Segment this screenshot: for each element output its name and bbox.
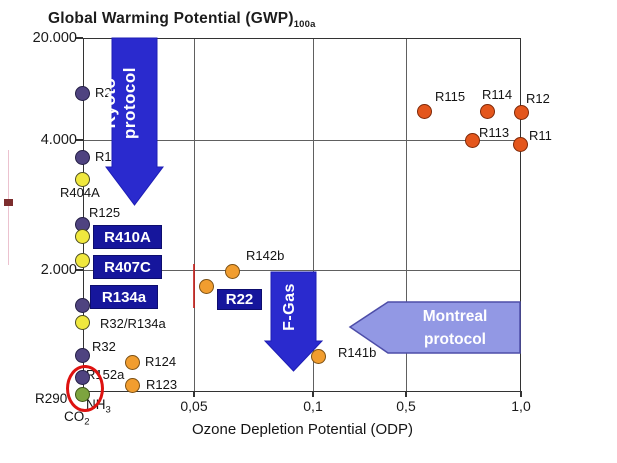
- point-label-R113: R113: [479, 125, 510, 140]
- y-tick-mark: [76, 139, 83, 141]
- montreal-protocol-arrow: [348, 301, 521, 354]
- x-tick-mark: [405, 391, 407, 397]
- point-label-R141b: R141b: [338, 345, 377, 360]
- data-point-R32/R134a: [75, 315, 90, 330]
- pink-guide-line: [8, 150, 9, 265]
- montreal-protocol-label: Montreal protocol: [392, 305, 518, 351]
- data-point-R123: [125, 378, 140, 393]
- red-dash-artifact: [4, 199, 13, 206]
- point-label-R11: R11: [529, 128, 552, 143]
- refrigerant-box-R22: R22: [217, 289, 262, 310]
- corner-label-CO2: CO2: [64, 409, 90, 428]
- montreal-label-line2: protocol: [424, 331, 486, 348]
- point-label-R123: R123: [146, 377, 178, 392]
- kyoto-protocol-arrow: [105, 37, 164, 206]
- gridline-y-2000: [84, 270, 520, 271]
- x-tick-mark: [193, 391, 195, 397]
- point-label-R12: R12: [526, 91, 550, 106]
- point-label-R124: R124: [145, 354, 177, 369]
- x-tick-label: 0,05: [180, 398, 208, 414]
- data-point-R12: [514, 105, 529, 120]
- gridline-x-01: [313, 39, 314, 391]
- f-gas-arrow: [263, 271, 324, 372]
- y-tick-mark: [76, 269, 83, 271]
- data-point-unlabeled: [199, 279, 214, 294]
- data-point-R141b: [311, 349, 326, 364]
- kyoto-label-line2: protocol: [120, 67, 139, 139]
- gridline-x-005: [194, 39, 195, 391]
- point-label-R404A: R404A: [60, 185, 100, 200]
- point-label-R32: R32: [92, 339, 116, 354]
- gridline-y-4000: [84, 140, 520, 141]
- point-label-R115: R115: [435, 89, 466, 104]
- refrigerant-box-R410A: R410A: [93, 225, 162, 249]
- data-point-R142b: [225, 264, 240, 279]
- x-tick-label: 1,0: [511, 398, 531, 414]
- x-tick-mark: [520, 391, 522, 397]
- point-label-R125: R125: [89, 205, 121, 220]
- red-circle-annotation: [66, 365, 104, 412]
- data-point-R11: [513, 137, 528, 152]
- chart-title-text: Global Warming Potential (GWP): [48, 10, 294, 27]
- data-point-R124: [125, 355, 140, 370]
- data-point-unlabeled: [75, 298, 90, 313]
- data-point-unlabeled: [75, 253, 90, 268]
- gridline-x-05: [406, 39, 407, 391]
- kyoto-label-line1: Kyoto: [100, 77, 119, 129]
- point-label-R142b: R142b: [246, 248, 285, 263]
- x-tick-mark: [312, 391, 314, 397]
- x-tick-label: 0,1: [303, 398, 323, 414]
- chart-title: Global Warming Potential (GWP)100a: [48, 10, 316, 30]
- data-point-R14: [75, 150, 90, 165]
- data-point-R113: [465, 133, 480, 148]
- data-point-R115: [417, 104, 432, 119]
- kyoto-protocol-label: Kyoto protocol: [100, 28, 170, 178]
- data-point-unlabeled: [75, 229, 90, 244]
- red-gridline-fragment: [193, 264, 195, 308]
- montreal-label-line1: Montreal: [422, 308, 488, 325]
- point-label-R32/R134a: R32/R134a: [100, 316, 166, 331]
- chart-title-subscript: 100a: [293, 19, 316, 31]
- refrigerant-box-R134a: R134a: [90, 285, 158, 309]
- x-tick-label: 0,5: [396, 398, 416, 414]
- point-label-R114: R114: [482, 87, 513, 102]
- data-point-R23: [75, 86, 90, 101]
- y-tick-mark: [76, 37, 83, 39]
- refrigerant-box-R407C: R407C: [93, 255, 162, 279]
- x-axis-title: Ozone Depletion Potential (ODP): [192, 421, 413, 438]
- data-point-R404A: [75, 172, 90, 187]
- corner-label-R290: R290: [35, 391, 68, 406]
- y-tick-label: 2.000: [40, 262, 77, 278]
- y-tick-label: 4.000: [40, 132, 77, 148]
- data-point-R114: [480, 104, 495, 119]
- data-point-R32: [75, 348, 90, 363]
- y-tick-label: 20.000: [32, 30, 77, 46]
- f-gas-label: F-Gas: [281, 283, 298, 331]
